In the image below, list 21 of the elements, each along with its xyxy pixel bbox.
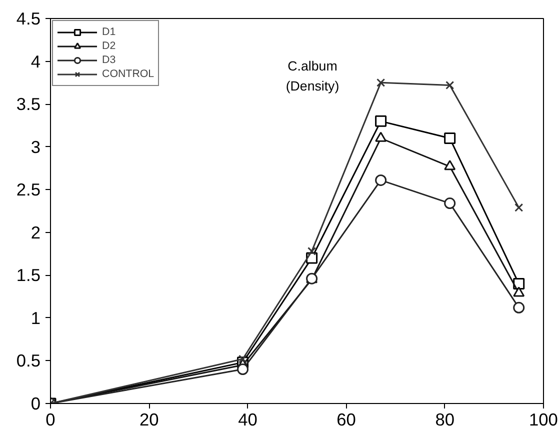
y-tick-label: 3.5 bbox=[16, 94, 41, 114]
y-tick-label: 1 bbox=[30, 308, 41, 328]
x-tick-label: 20 bbox=[139, 410, 159, 430]
y-tick-label: 2.5 bbox=[16, 180, 41, 200]
y-tick-label: 4.5 bbox=[16, 8, 41, 28]
x-tick-label: 100 bbox=[529, 410, 558, 430]
y-tick-label: 0 bbox=[30, 394, 41, 414]
legend-label: D1 bbox=[102, 25, 117, 39]
x-tick-label: 0 bbox=[46, 410, 56, 430]
x-tick-label: 80 bbox=[435, 410, 455, 430]
x-tick-label: 60 bbox=[336, 410, 356, 430]
text: C.album (Density) bbox=[286, 58, 340, 94]
y-tick-label: 4 bbox=[30, 51, 41, 72]
legend-label: CONTROL bbox=[102, 67, 154, 81]
y-tick-label: 1.5 bbox=[16, 265, 41, 286]
legend-label: D3 bbox=[102, 53, 117, 67]
y-tick-label: 0.5 bbox=[16, 350, 41, 371]
y-tick-label: 3 bbox=[30, 136, 41, 157]
legend-label: D2 bbox=[102, 39, 117, 53]
y-tick-label: 2 bbox=[30, 222, 41, 242]
x-tick-label: 40 bbox=[238, 410, 258, 430]
